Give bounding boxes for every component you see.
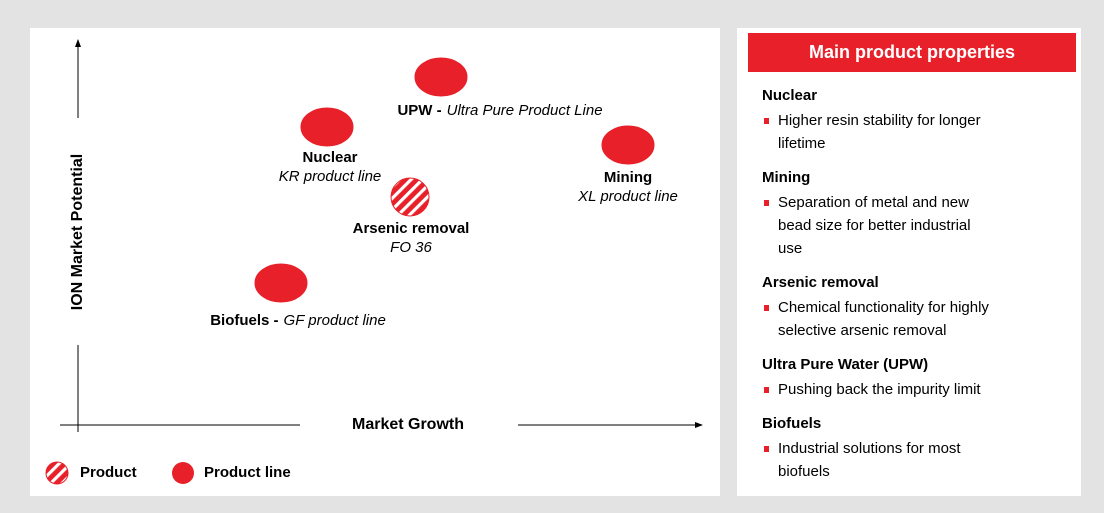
product-line-marker [300,107,354,147]
bullet [764,305,769,311]
node-title: Biofuels - [210,312,278,329]
legend-swatch [172,462,194,484]
section-heading: Ultra Pure Water (UPW) [762,356,928,373]
node-subtitle: KR product line [279,168,382,185]
properties-header [748,33,1076,72]
section-heading: Arsenic removal [762,274,879,291]
node-label: Biofuels - GF product line [210,312,386,329]
legend-label: Product line [204,464,291,481]
product-marker [390,177,430,217]
legend-swatch [45,461,69,485]
bullet-text: Separation of metal and new [778,194,969,211]
product-line-marker [414,57,468,97]
node-title: Nuclear [302,149,357,166]
bullet-text: use [778,240,802,257]
node-label: UPW - Ultra Pure Product Line [397,102,602,119]
bullet-text: lifetime [778,135,826,152]
node-subtitle: FO 36 [390,239,432,256]
product-line-marker [254,263,308,303]
matrix-panel [30,28,720,496]
bullet-text: Industrial solutions for most [778,440,961,457]
x-axis-label: Market Growth [352,416,464,433]
bullet-text: Pushing back the impurity limit [778,381,981,398]
node-subtitle: XL product line [577,188,678,205]
node-title: Mining [604,169,652,186]
bullet-text: selective arsenic removal [778,322,946,339]
section-heading: Biofuels [762,415,821,432]
legend-label: Product [80,464,137,481]
section-heading: Mining [762,169,810,186]
bullet-text: biofuels [778,463,830,480]
y-axis-label: ION Market Potential [69,154,86,310]
properties-title: Main product properties [809,42,1015,62]
bullet-text: Chemical functionality for highly [778,299,989,316]
node-title: Arsenic removal [353,220,470,237]
bullet [764,118,769,124]
bullet [764,387,769,393]
bullet [764,200,769,206]
node-title: UPW - [397,102,441,119]
node-subtitle: GF product line [284,312,386,329]
bullet-text: bead size for better industrial [778,217,971,234]
section-heading: Nuclear [762,87,817,104]
properties-panel [737,28,1081,496]
bullet [764,446,769,452]
bullet-text: Higher resin stability for longer [778,112,981,129]
product-line-marker [601,125,655,165]
node-subtitle: Ultra Pure Product Line [447,102,603,119]
